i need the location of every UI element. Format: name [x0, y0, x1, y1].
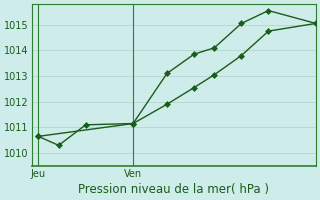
X-axis label: Pression niveau de la mer( hPa ): Pression niveau de la mer( hPa ): [78, 183, 269, 196]
